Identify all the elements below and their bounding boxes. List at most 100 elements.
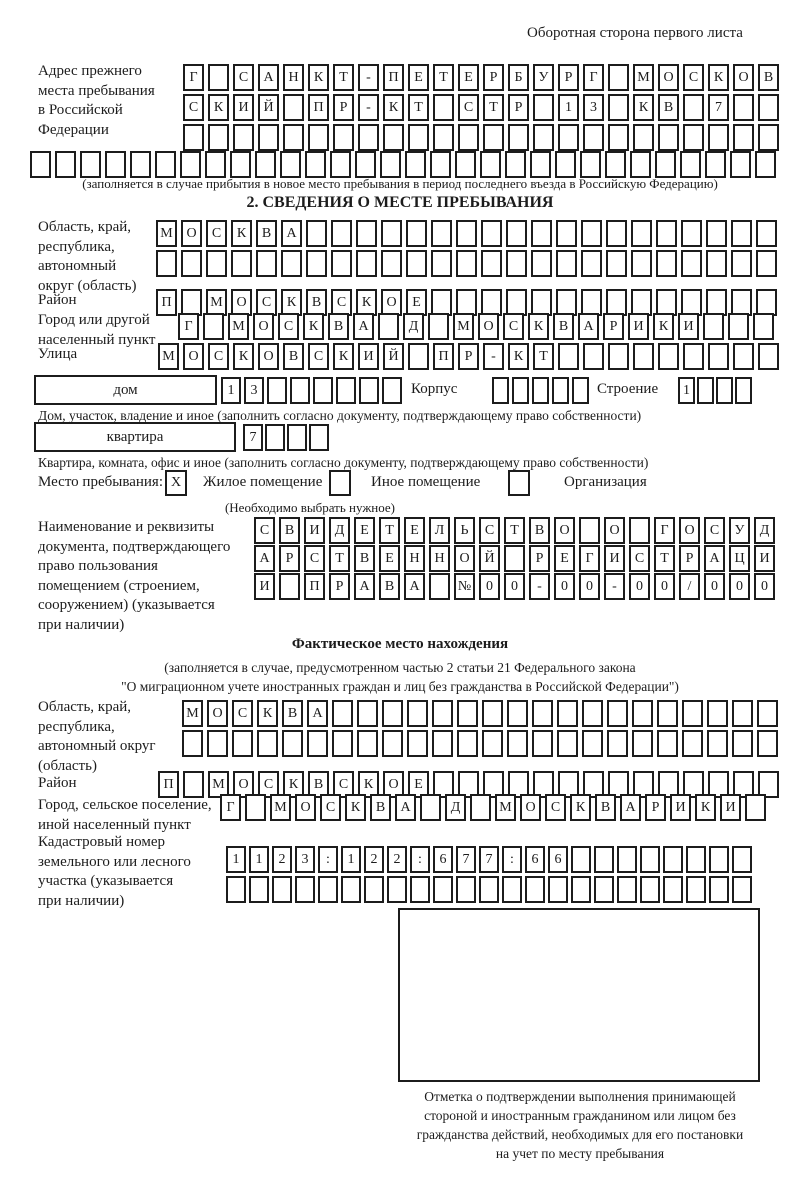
char-cell[interactable] xyxy=(309,424,329,451)
char-cell[interactable] xyxy=(583,771,604,798)
char-cell[interactable]: - xyxy=(604,573,625,600)
char-cell[interactable]: Г xyxy=(654,517,675,544)
char-cell[interactable] xyxy=(407,700,428,727)
char-cell[interactable]: К xyxy=(281,289,302,316)
char-cell[interactable] xyxy=(433,876,453,903)
char-cell[interactable] xyxy=(382,377,402,404)
char-cell[interactable] xyxy=(331,220,352,247)
char-cell[interactable] xyxy=(306,250,327,277)
char-cell[interactable]: Т xyxy=(654,545,675,572)
char-cell[interactable] xyxy=(508,124,529,151)
char-cell[interactable]: Р xyxy=(508,94,529,121)
char-cell[interactable]: 0 xyxy=(729,573,750,600)
char-cell[interactable]: 6 xyxy=(525,846,545,873)
char-cell[interactable]: Й xyxy=(479,545,500,572)
char-cell[interactable] xyxy=(594,876,614,903)
char-cell[interactable] xyxy=(525,876,545,903)
char-cell[interactable] xyxy=(572,377,589,404)
char-cell[interactable] xyxy=(381,220,402,247)
char-cell[interactable] xyxy=(753,313,774,340)
char-cell[interactable] xyxy=(281,250,302,277)
char-cell[interactable] xyxy=(656,250,677,277)
char-cell[interactable]: С xyxy=(629,545,650,572)
char-cell[interactable] xyxy=(581,250,602,277)
char-cell[interactable] xyxy=(456,250,477,277)
char-cell[interactable]: Р xyxy=(483,64,504,91)
char-cell[interactable] xyxy=(256,250,277,277)
char-cell[interactable]: 6 xyxy=(548,846,568,873)
char-cell[interactable] xyxy=(732,876,752,903)
char-cell[interactable] xyxy=(640,846,660,873)
char-cell[interactable] xyxy=(705,151,726,178)
char-cell[interactable]: О xyxy=(207,700,228,727)
char-cell[interactable]: Т xyxy=(483,94,504,121)
char-cell[interactable]: 0 xyxy=(704,573,725,600)
char-cell[interactable] xyxy=(307,730,328,757)
char-cell[interactable]: - xyxy=(358,64,379,91)
char-cell[interactable]: Г xyxy=(220,794,241,821)
char-cell[interactable] xyxy=(557,700,578,727)
char-cell[interactable] xyxy=(308,124,329,151)
char-cell[interactable] xyxy=(359,377,379,404)
char-cell[interactable] xyxy=(732,700,753,727)
char-cell[interactable]: Р xyxy=(458,343,479,370)
char-cell[interactable] xyxy=(606,289,627,316)
char-cell[interactable]: 2 xyxy=(272,846,292,873)
char-cell[interactable] xyxy=(580,151,601,178)
char-cell[interactable] xyxy=(617,846,637,873)
char-cell[interactable] xyxy=(686,846,706,873)
char-cell[interactable]: 1 xyxy=(341,846,361,873)
char-cell[interactable]: Й xyxy=(258,94,279,121)
char-cell[interactable]: Н xyxy=(404,545,425,572)
char-cell[interactable]: В xyxy=(379,573,400,600)
char-cell[interactable] xyxy=(581,220,602,247)
char-cell[interactable]: Н xyxy=(283,64,304,91)
char-cell[interactable] xyxy=(433,94,454,121)
char-cell[interactable]: П xyxy=(383,64,404,91)
char-cell[interactable]: К xyxy=(231,220,252,247)
char-cell[interactable] xyxy=(387,876,407,903)
char-cell[interactable] xyxy=(381,250,402,277)
char-cell[interactable] xyxy=(502,876,522,903)
char-cell[interactable] xyxy=(733,94,754,121)
char-cell[interactable] xyxy=(631,220,652,247)
char-cell[interactable] xyxy=(532,700,553,727)
char-cell[interactable] xyxy=(683,94,704,121)
char-cell[interactable] xyxy=(681,250,702,277)
char-cell[interactable] xyxy=(530,151,551,178)
char-cell[interactable]: С xyxy=(278,313,299,340)
char-cell[interactable] xyxy=(356,220,377,247)
char-cell[interactable] xyxy=(508,771,529,798)
char-cell[interactable] xyxy=(432,730,453,757)
char-cell[interactable]: К xyxy=(303,313,324,340)
char-cell[interactable] xyxy=(232,730,253,757)
char-cell[interactable] xyxy=(571,876,591,903)
char-cell[interactable]: 7 xyxy=(243,424,263,451)
char-cell[interactable]: К xyxy=(708,64,729,91)
char-cell[interactable]: С xyxy=(254,517,275,544)
char-cell[interactable]: / xyxy=(679,573,700,600)
char-cell[interactable]: В xyxy=(328,313,349,340)
char-cell[interactable] xyxy=(558,124,579,151)
char-cell[interactable] xyxy=(708,343,729,370)
char-cell[interactable]: И xyxy=(304,517,325,544)
char-cell[interactable] xyxy=(703,313,724,340)
char-cell[interactable] xyxy=(708,771,729,798)
char-cell[interactable]: А xyxy=(704,545,725,572)
char-cell[interactable]: У xyxy=(533,64,554,91)
char-cell[interactable]: О xyxy=(253,313,274,340)
char-cell[interactable] xyxy=(405,151,426,178)
char-cell[interactable]: С xyxy=(479,517,500,544)
char-cell[interactable] xyxy=(556,289,577,316)
char-cell[interactable] xyxy=(581,289,602,316)
char-cell[interactable]: В xyxy=(553,313,574,340)
char-cell[interactable]: А xyxy=(395,794,416,821)
char-cell[interactable] xyxy=(255,151,276,178)
char-cell[interactable]: К xyxy=(356,289,377,316)
char-cell[interactable] xyxy=(279,573,300,600)
char-cell[interactable] xyxy=(332,700,353,727)
char-cell[interactable]: Р xyxy=(645,794,666,821)
char-cell[interactable] xyxy=(681,289,702,316)
char-cell[interactable] xyxy=(533,124,554,151)
char-cell[interactable]: Е xyxy=(404,517,425,544)
